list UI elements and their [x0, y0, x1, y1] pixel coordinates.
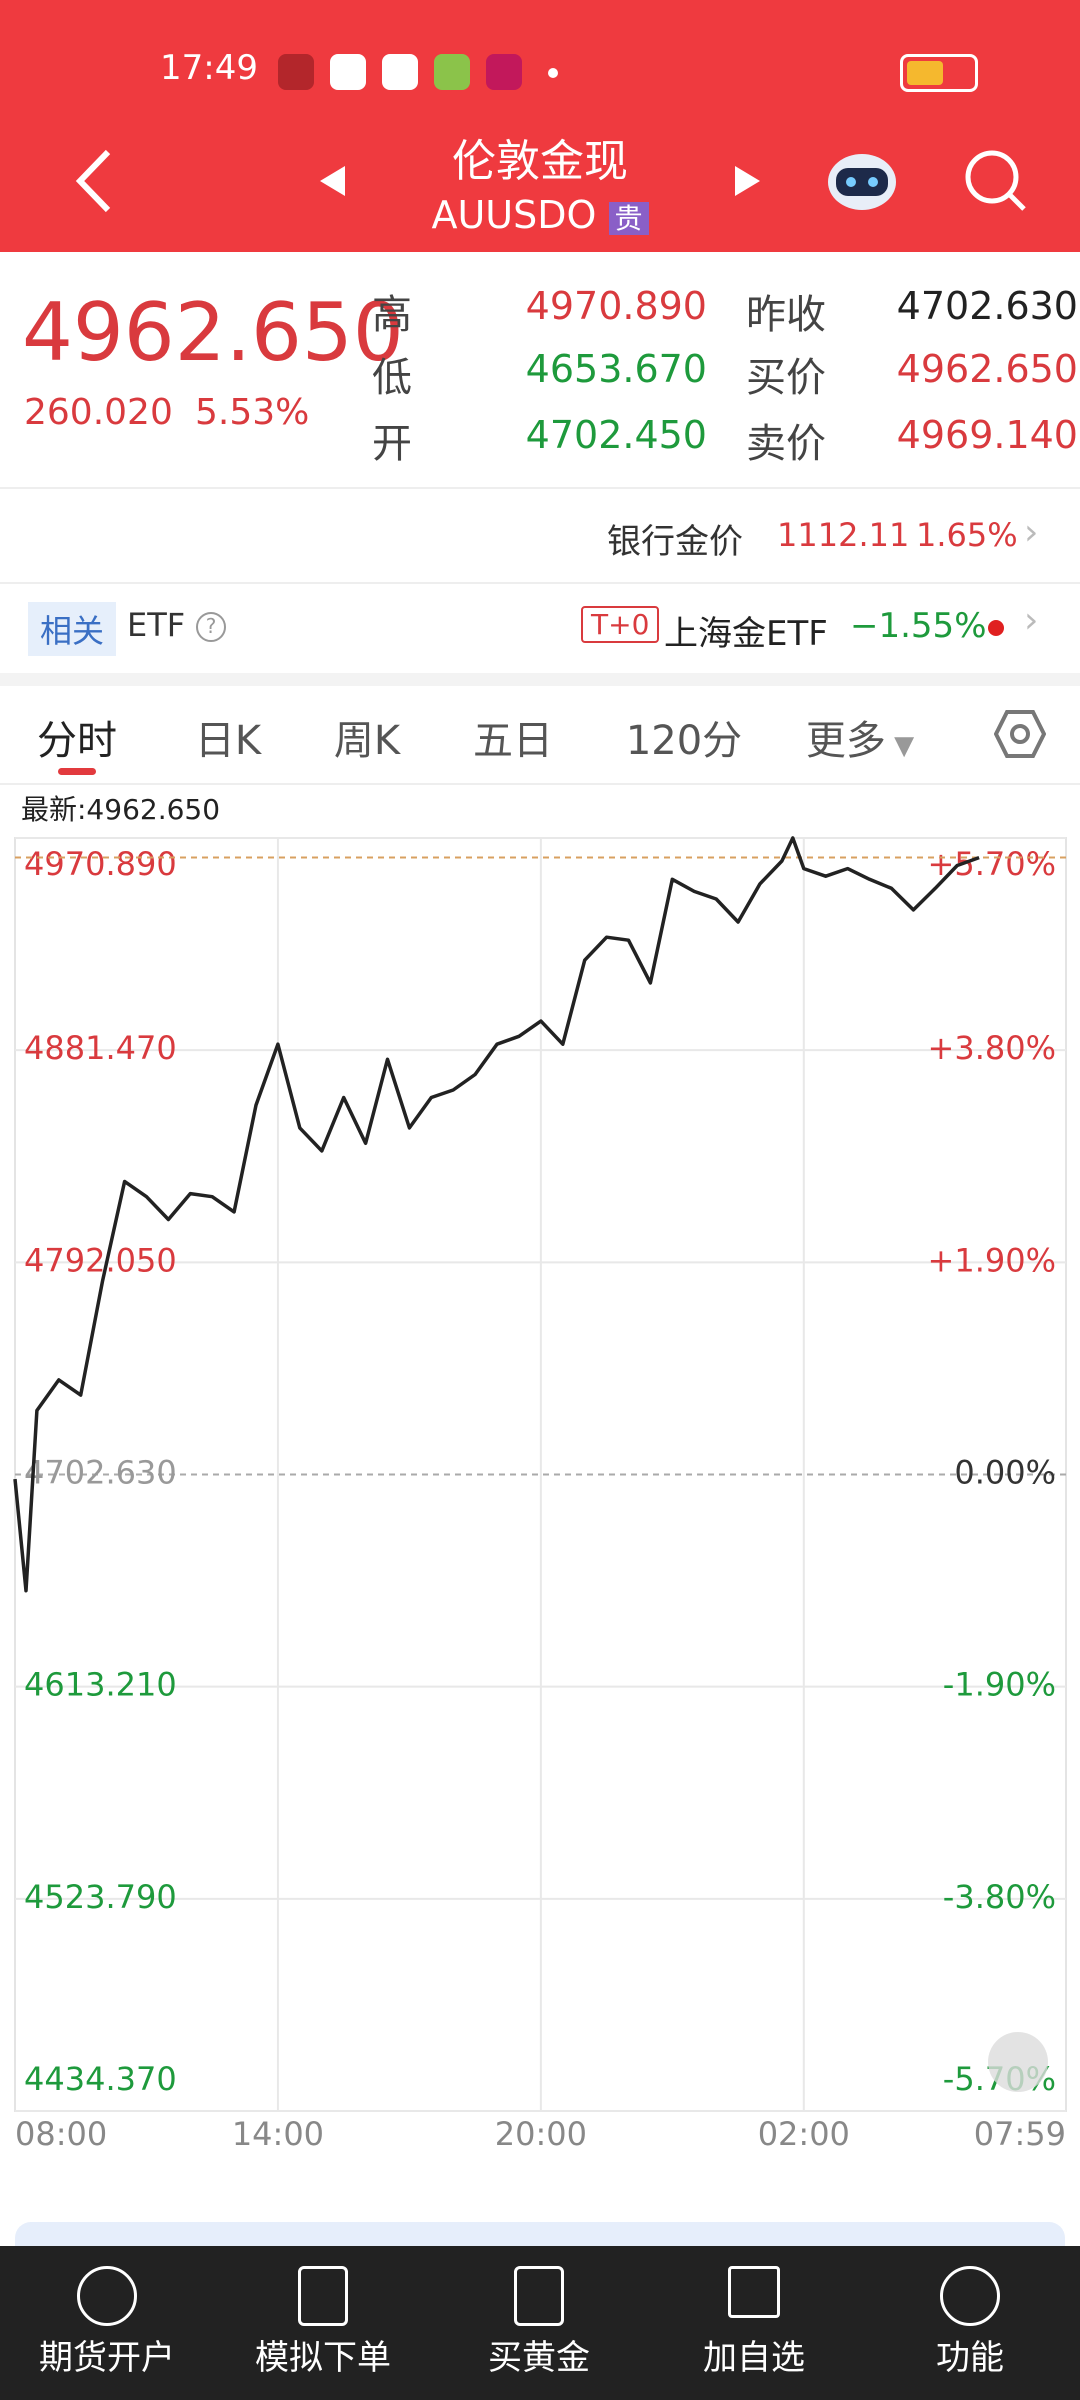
- bank-label: 银行金价: [607, 522, 743, 562]
- nav-icon: [77, 2266, 137, 2326]
- stat-value: 4702.630: [896, 284, 1078, 328]
- divider: [0, 582, 1080, 584]
- stat-value: 4970.890: [525, 284, 707, 328]
- y-tick-label: 4970.890: [24, 845, 177, 883]
- x-tick-label: 20:00: [495, 2115, 587, 2153]
- tab[interactable]: 分时: [37, 718, 117, 764]
- divider: [0, 487, 1080, 489]
- next-button[interactable]: [735, 166, 760, 196]
- nav-icon: [514, 2266, 564, 2326]
- status-time: 17:49: [160, 48, 258, 88]
- stat-label: 开: [372, 421, 412, 467]
- tab[interactable]: 更多 ▼: [805, 718, 915, 764]
- y2-tick-label: -3.80%: [943, 1878, 1056, 1916]
- stat-label: 卖价: [746, 421, 826, 467]
- latest-label: 最新:4962.650: [21, 793, 220, 826]
- divider: [0, 783, 1080, 785]
- separator: [0, 673, 1080, 686]
- chevron: ›: [1024, 512, 1039, 553]
- etf-label: ETF: [127, 606, 186, 644]
- stat-value: 4702.450: [525, 413, 707, 457]
- tab-indicator: [58, 768, 96, 775]
- x-tick-label: 08:00: [15, 2115, 107, 2153]
- nav-item[interactable]: 功能: [936, 2338, 1004, 2378]
- prev-button[interactable]: [320, 166, 345, 196]
- help-icon[interactable]: ?: [196, 612, 226, 642]
- y-tick-label: 4523.790: [24, 1878, 177, 1916]
- y2-tick-label: +5.70%: [928, 845, 1056, 883]
- stat-label: 低: [372, 355, 412, 401]
- y-tick-label: 4702.630: [24, 1454, 177, 1492]
- change-pct: 5.53%: [195, 392, 310, 433]
- etf-tag: 相关: [28, 602, 117, 656]
- y2-tick-label: +3.80%: [928, 1029, 1056, 1067]
- price-line: [13, 836, 980, 1593]
- price: 4962.650: [22, 286, 404, 379]
- etf-name: 上海金ETF: [664, 614, 828, 654]
- stat-value: 4969.140: [896, 413, 1078, 457]
- y-tick-label: 4613.210: [24, 1666, 177, 1704]
- nav-icon: [728, 2266, 780, 2318]
- stat-value: 4653.670: [525, 347, 707, 391]
- etf-row[interactable]: 相关 ETF ? T+0 上海金ETF −1.55% ›: [0, 584, 1080, 672]
- chart: 最新:4962.650 08:00 14:00 20:00 02:00 07:59 4970…: [13, 793, 1067, 2153]
- stat-label: 昨收: [746, 292, 826, 338]
- y-tick-label: 4792.050: [24, 1241, 177, 1279]
- title: 伦敦金现: [452, 136, 628, 187]
- nav-item[interactable]: 期货开户: [39, 2338, 175, 2378]
- bank-gold-row[interactable]: 银行金价 1112.11 1.65% ›: [0, 488, 1080, 581]
- settings-button[interactable]: [994, 708, 1046, 760]
- stat-label: 买价: [746, 355, 826, 401]
- nav-item[interactable]: 买黄金: [488, 2338, 590, 2378]
- badge: 贵: [608, 202, 649, 235]
- fullscreen-button[interactable]: [988, 2032, 1048, 2092]
- nav-item[interactable]: 加自选: [703, 2338, 805, 2378]
- tab[interactable]: 120分: [625, 718, 743, 764]
- y2-tick-label: +1.90%: [928, 1241, 1056, 1279]
- tab-label: 更多: [805, 718, 886, 764]
- x-tick-label: 07:59: [974, 2115, 1066, 2153]
- etf-badge: T+0: [581, 606, 660, 643]
- y-tick-label: 4881.470: [24, 1029, 177, 1067]
- nav-icon: [940, 2266, 1000, 2326]
- change: 260.020: [24, 392, 173, 433]
- dot: [988, 620, 1004, 636]
- robot-button[interactable]: [828, 154, 896, 210]
- header: [0, 0, 1080, 252]
- stat-label: 高: [372, 292, 412, 338]
- code: AUUSDO: [431, 193, 597, 237]
- search-button[interactable]: [965, 150, 1026, 211]
- battery: [900, 54, 978, 92]
- back-button[interactable]: [75, 149, 111, 213]
- y-tick-label: 4434.370: [24, 2060, 177, 2098]
- etf-change: −1.55%: [850, 606, 987, 646]
- code-row: AUUSDO 贵: [0, 193, 1080, 237]
- chevron: ›: [1024, 600, 1039, 641]
- x-tick-label: 02:00: [758, 2115, 850, 2153]
- tab[interactable]: 五日: [473, 718, 553, 764]
- bank-change: 1.65%: [916, 516, 1018, 554]
- bank-price: 1112.11: [777, 516, 910, 554]
- status-icons: [278, 54, 578, 90]
- x-tick-label: 14:00: [232, 2115, 324, 2153]
- header-icons: [75, 149, 1026, 213]
- nav-icon: [298, 2266, 348, 2326]
- tab[interactable]: 周K: [333, 718, 401, 764]
- y2-tick-label: 0.00%: [954, 1454, 1056, 1492]
- nav-item[interactable]: 模拟下单: [255, 2338, 391, 2378]
- y2-tick-label: -1.90%: [943, 1666, 1056, 1704]
- tab[interactable]: 日K: [194, 718, 262, 764]
- stat-value: 4962.650: [896, 347, 1078, 391]
